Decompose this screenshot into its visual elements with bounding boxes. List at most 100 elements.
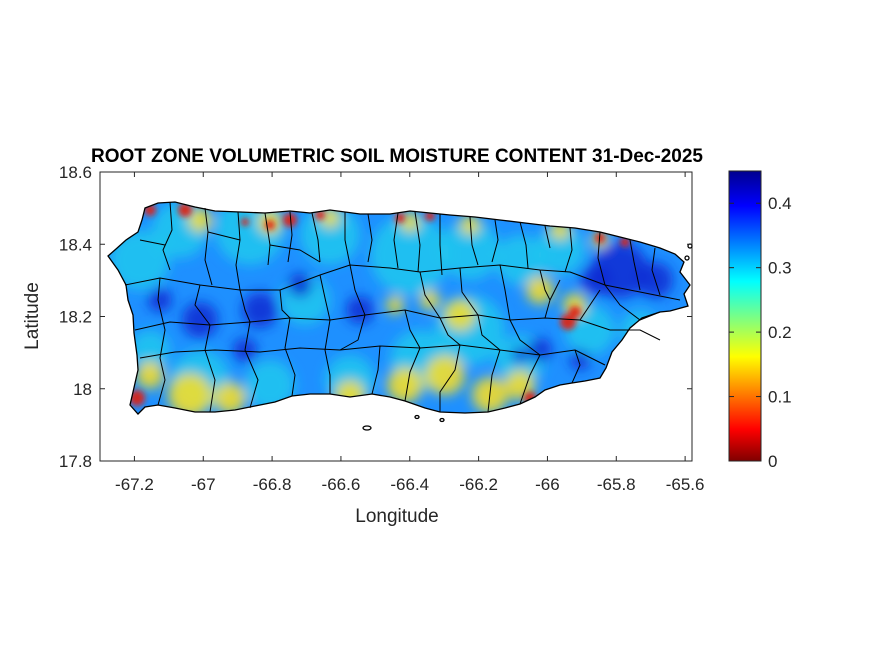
y-tick-label: 18.6 xyxy=(59,163,92,182)
colorbar xyxy=(728,170,762,462)
moisture-patch xyxy=(148,288,172,312)
moisture-patch xyxy=(526,276,554,304)
municipal-boundary xyxy=(194,284,216,413)
municipal-boundary xyxy=(367,213,373,263)
y-tick-label: 18 xyxy=(73,380,92,399)
moisture-patch xyxy=(400,212,420,232)
municipal-boundary xyxy=(579,289,601,321)
municipal-boundary xyxy=(629,239,641,291)
moisture-field xyxy=(108,202,690,414)
moisture-patch xyxy=(214,382,246,414)
y-tick-label: 18.2 xyxy=(59,308,92,327)
municipal-boundary xyxy=(269,244,321,263)
dry-spot xyxy=(178,203,192,217)
municipal-boundary xyxy=(499,264,511,321)
x-tick-label: -65.8 xyxy=(597,475,636,494)
x-axis-ticks: -67.2 -67 -66.8 -66.6 -66.4 -66.2 -66 -65.8 -65.… xyxy=(115,172,704,494)
municipal-boundary xyxy=(439,317,461,412)
islet xyxy=(362,425,372,431)
colorbar-tick-label: 0.2 xyxy=(768,323,792,342)
moisture-patch xyxy=(444,299,476,331)
moisture-patch xyxy=(495,235,545,285)
municipal-boundary xyxy=(509,319,541,405)
x-tick-label: -66.4 xyxy=(390,475,429,494)
moisture-patch xyxy=(505,370,535,400)
moisture-patch xyxy=(565,305,615,355)
moisture-patch xyxy=(320,208,340,228)
x-axis-label: Longitude xyxy=(355,506,438,527)
moisture-patch xyxy=(242,292,278,328)
colorbar-tick-label: 0.4 xyxy=(768,194,792,213)
dry-spot xyxy=(283,213,297,227)
dry-spot xyxy=(241,218,249,226)
y-axis-ticks: 17.8 18 18.2 18.4 18.6 xyxy=(59,163,692,471)
municipal-boundary xyxy=(439,214,443,276)
moisture-patch xyxy=(387,367,423,403)
municipal-boundaries xyxy=(124,201,681,413)
municipal-boundary xyxy=(544,225,551,249)
municipal-boundary xyxy=(469,216,479,266)
municipal-boundary xyxy=(571,349,581,384)
y-axis-label: Latitude xyxy=(22,282,43,350)
municipal-boundary xyxy=(519,221,529,269)
islet xyxy=(684,255,690,261)
x-tick-label: -65.6 xyxy=(666,475,705,494)
municipal-boundary xyxy=(349,264,366,316)
x-tick-label: -66.6 xyxy=(322,475,361,494)
moisture-patch xyxy=(512,347,528,363)
municipal-boundary xyxy=(139,239,166,246)
moisture-patch xyxy=(420,290,440,310)
municipal-boundary xyxy=(339,314,366,351)
municipal-boundary xyxy=(604,284,661,321)
moisture-patch xyxy=(386,296,404,314)
municipal-boundary xyxy=(319,274,331,394)
y-tick-label: 17.8 xyxy=(59,452,92,471)
colorbar-ticks: 0 0.1 0.2 0.3 0.4 xyxy=(729,194,792,471)
moisture-patch xyxy=(580,265,610,295)
moisture-patch xyxy=(528,338,552,362)
islet xyxy=(414,414,420,420)
municipal-boundary xyxy=(279,289,296,397)
municipal-boundary xyxy=(162,201,173,271)
moisture-patch xyxy=(182,302,218,338)
municipal-boundary xyxy=(597,231,606,286)
municipal-boundary xyxy=(393,212,399,269)
municipal-boundary xyxy=(311,212,321,263)
colorbar-tick-label: 0 xyxy=(768,452,777,471)
colorbar-tick-label: 0.3 xyxy=(768,259,792,278)
moisture-patch xyxy=(425,355,465,395)
moisture-patch xyxy=(168,373,212,414)
municipal-boundary xyxy=(207,231,241,241)
municipal-boundary xyxy=(157,277,166,406)
moisture-patch xyxy=(460,215,480,235)
x-tick-label: -67.2 xyxy=(115,475,154,494)
municipal-boundary xyxy=(651,247,661,296)
municipal-boundary xyxy=(491,219,499,263)
municipal-boundary xyxy=(204,207,213,286)
dry-spot xyxy=(569,306,581,318)
moisture-patch xyxy=(136,361,164,389)
chart-title: ROOT ZONE VOLUMETRIC SOIL MOISTURE CONTE… xyxy=(91,146,703,167)
municipal-boundary xyxy=(419,271,441,319)
municipal-boundary xyxy=(134,309,611,331)
moisture-patch xyxy=(110,230,170,290)
island-outline xyxy=(107,201,691,415)
moisture-patch xyxy=(346,296,374,324)
municipal-boundary xyxy=(124,264,681,301)
municipal-boundary xyxy=(477,314,501,413)
municipal-boundary xyxy=(564,227,573,273)
municipal-boundary xyxy=(235,211,241,291)
islet xyxy=(439,417,445,423)
municipal-boundary xyxy=(459,267,479,316)
moisture-patch xyxy=(245,360,295,410)
x-tick-label: -66.8 xyxy=(253,475,292,494)
moisture-patch xyxy=(563,293,587,317)
colorbar-tick-label: 0.1 xyxy=(768,388,792,407)
municipal-boundary xyxy=(239,289,259,409)
municipal-boundary xyxy=(371,345,381,395)
dry-spot xyxy=(560,314,576,330)
municipal-boundary xyxy=(414,211,421,273)
moisture-patch xyxy=(288,273,312,297)
moisture-patch xyxy=(370,215,450,295)
